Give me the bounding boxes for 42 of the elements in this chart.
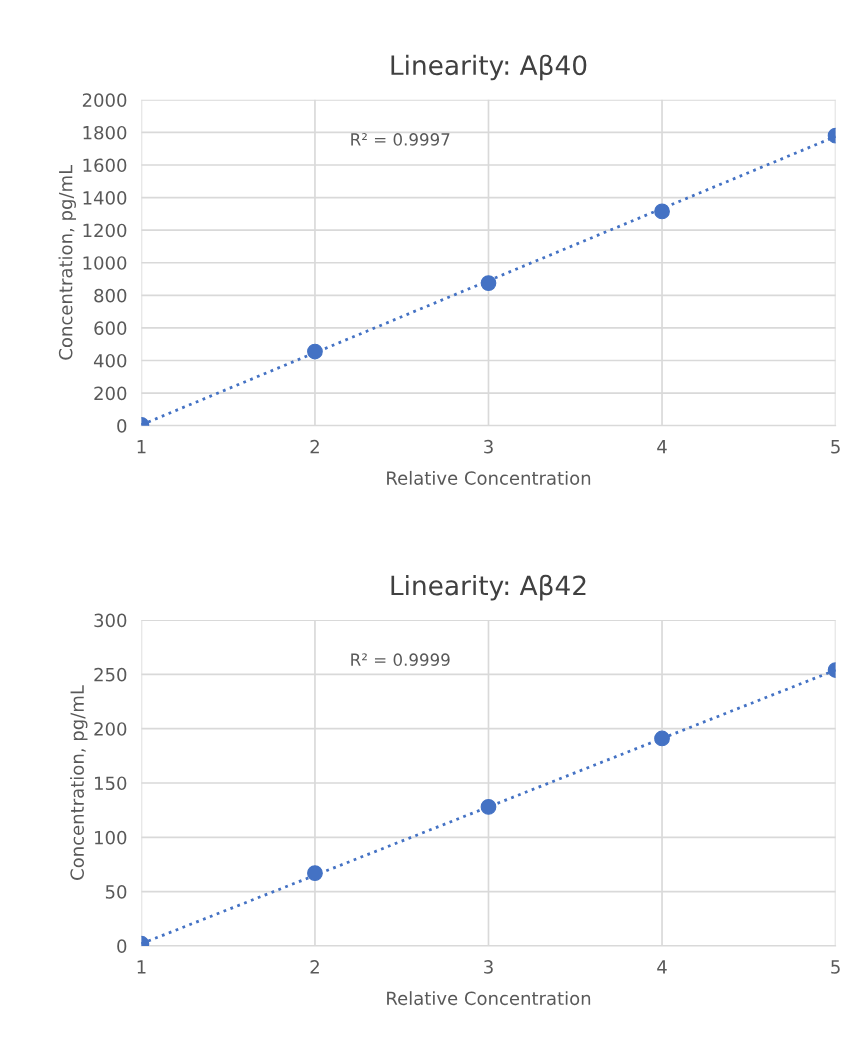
y-tick-label: 1000 (83, 256, 127, 270)
y-tick-label: 2000 (82, 93, 127, 107)
y-tick-label: 150 (95, 776, 127, 791)
point (654, 203, 670, 220)
x-tick-label: 2 (310, 960, 319, 974)
point (480, 799, 497, 815)
chart-title: Linearity: Aβ40 (391, 54, 587, 81)
x-axis-title: Relative Concentration (387, 991, 591, 1006)
y-tick-label: 400 (93, 353, 127, 368)
x-tick-label: 1 (137, 440, 146, 454)
point (480, 275, 497, 291)
x-tick-label: 2 (310, 439, 319, 454)
y-tick-label: 0 (117, 939, 127, 954)
annotation: R² = 0.9999 (351, 653, 450, 666)
point (654, 730, 670, 747)
y-tick-label: 250 (94, 667, 127, 682)
y-tick-label: 200 (94, 386, 127, 401)
x-tick-label: 3 (484, 439, 493, 454)
x-tick-label: 5 (831, 960, 840, 974)
y-tick-label: 100 (95, 830, 127, 845)
x-tick-label: 1 (137, 960, 146, 974)
point (307, 865, 323, 882)
y-tick-label: 1800 (83, 125, 127, 140)
y-tick-label: 300 (94, 613, 127, 628)
x-tick-label: 4 (657, 960, 667, 974)
y-tick-label: 1600 (83, 158, 127, 173)
y-tick-label: 1400 (83, 191, 127, 205)
chart-title: Linearity: Aβ42 (391, 574, 586, 601)
x-axis-title: Relative Concentration (387, 470, 591, 485)
x-tick-label: 3 (484, 960, 493, 974)
y-tick-label: 0 (117, 419, 127, 433)
x-tick-label: 5 (831, 440, 840, 454)
y-tick-label: 200 (94, 722, 127, 736)
y-tick-label: 600 (94, 321, 127, 336)
point (307, 343, 323, 360)
y-tick-label: 800 (94, 288, 127, 303)
x-tick-label: 4 (657, 440, 667, 454)
annotation: R² = 0.9997 (351, 133, 450, 146)
y-tick-label: 50 (105, 885, 127, 899)
y-axis-title: Concentration, pg/mL (70, 685, 88, 880)
y-tick-label: 1200 (83, 223, 127, 238)
y-axis-title: Concentration, pg/mL (58, 164, 77, 360)
